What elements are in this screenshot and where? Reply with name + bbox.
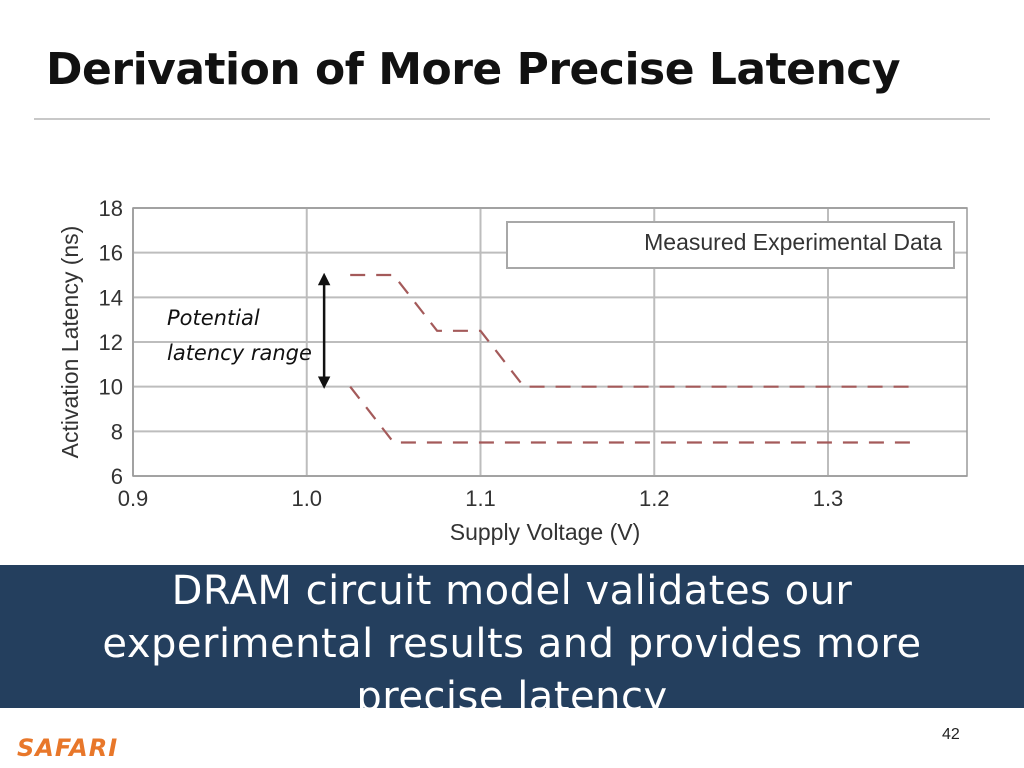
x-axis-label: Supply Voltage (V)	[450, 519, 641, 545]
x-tick-label: 0.9	[118, 486, 149, 511]
annotation-line-1: Potential	[167, 306, 260, 330]
x-tick-label: 1.2	[639, 486, 670, 511]
latency-chart: 0.9 1.0 1.1 1.2 1.3 6 8 10 12 14 16 18 Measured Exp…	[57, 196, 968, 545]
y-tick-label: 16	[99, 241, 123, 266]
plot-area-frame	[132, 207, 968, 477]
x-tick-label: 1.0	[291, 486, 322, 511]
y-tick-label: 12	[99, 330, 123, 355]
annotation-line-2: latency range	[167, 341, 312, 365]
y-axis-label: Activation Latency (ns)	[57, 226, 83, 459]
x-tick-label: 1.3	[813, 486, 844, 511]
title-divider	[34, 118, 990, 120]
y-tick-label: 10	[99, 375, 123, 400]
axis-tick-labels: 0.9 1.0 1.1 1.2 1.3 6 8 10 12 14 16 18	[99, 196, 844, 511]
dashed-latency-bound-2	[349, 386, 915, 444]
y-tick-label: 18	[99, 196, 123, 221]
y-tick-label: 8	[111, 419, 123, 444]
legend-frame	[506, 221, 955, 269]
takeaway-text: DRAM circuit model validates our experim…	[102, 568, 922, 708]
x-tick-label: 1.1	[465, 486, 496, 511]
legend: Measured Experimental Data	[506, 221, 955, 269]
safari-logo: SAFARI	[17, 734, 119, 762]
dashed-latency-bound-1	[350, 273, 915, 388]
y-tick-label: 6	[111, 464, 123, 489]
page-number: 42	[942, 726, 960, 743]
legend-label: Measured Experimental Data	[644, 229, 942, 255]
slide-title: Derivation of More Precise Latency	[46, 44, 901, 95]
takeaway-banner: DRAM circuit model validates our experim…	[0, 565, 1024, 708]
y-tick-label: 14	[99, 285, 123, 310]
latency-range-annotation: Potential latency range	[167, 272, 331, 389]
data-series	[349, 273, 915, 444]
